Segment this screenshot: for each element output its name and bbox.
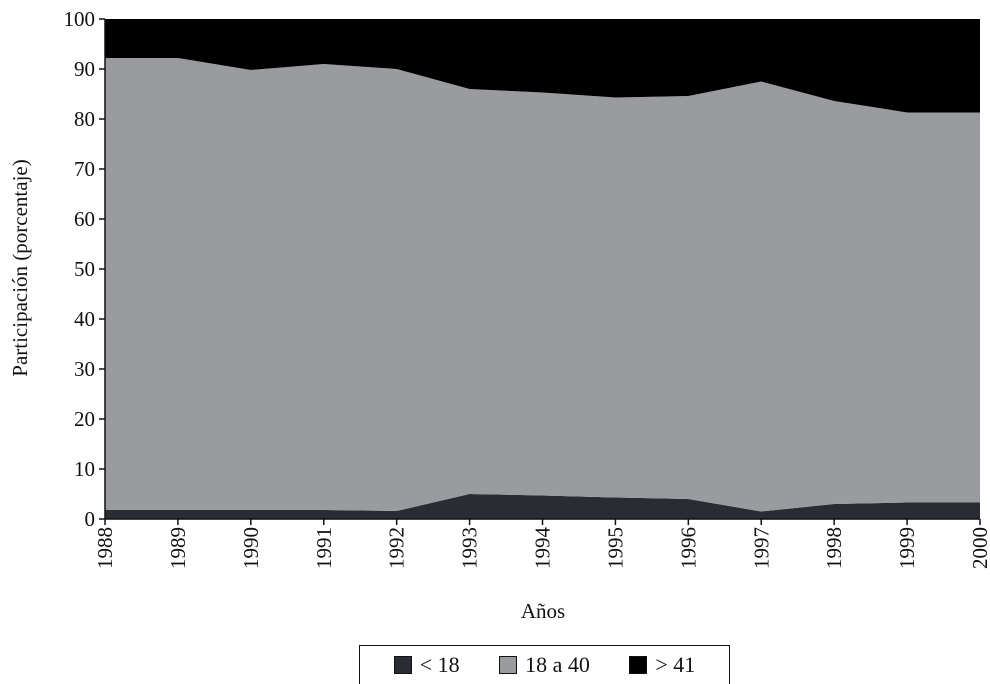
- x-tick-label: 1989: [166, 527, 190, 569]
- x-tick-label: 1995: [603, 527, 627, 569]
- x-tick-label: 1994: [531, 527, 555, 570]
- y-tick-label: 90: [74, 57, 95, 81]
- legend-swatch-over-41: [629, 656, 648, 674]
- x-tick-label: 1988: [93, 527, 117, 569]
- legend-item-over-41: > 41: [629, 652, 695, 678]
- y-tick-label: 70: [74, 157, 95, 181]
- y-tick-label: 10: [74, 457, 95, 481]
- legend-label-18-to-40: 18 a 40: [525, 652, 590, 677]
- x-tick-label: 1993: [458, 527, 482, 569]
- x-axis-label: Años: [521, 599, 565, 623]
- x-tick-label: 1991: [312, 527, 336, 569]
- area-series-1: [105, 58, 980, 512]
- y-tick-label: 100: [64, 7, 96, 31]
- y-tick-label: 30: [74, 357, 95, 381]
- y-tick-label: 0: [85, 507, 96, 531]
- x-tick-label: 1999: [895, 527, 919, 569]
- y-tick-label: 50: [74, 257, 95, 281]
- x-tick-label: 1997: [749, 527, 773, 569]
- y-tick-label: 80: [74, 107, 95, 131]
- legend-item-18-to-40: 18 a 40: [499, 652, 590, 678]
- x-tick-label: 2000: [968, 527, 990, 569]
- y-tick-label: 40: [74, 307, 95, 331]
- y-tick-label: 60: [74, 207, 95, 231]
- legend: < 18 18 a 40 > 41: [359, 645, 730, 684]
- area-series-2: [105, 19, 980, 113]
- x-tick-label: 1990: [239, 527, 263, 569]
- legend-label-over-41: > 41: [655, 652, 696, 677]
- legend-label-under-18: < 18: [419, 652, 460, 677]
- y-axis-label: Participación (porcentaje): [8, 159, 32, 376]
- x-tick-label: 1998: [822, 527, 846, 569]
- legend-swatch-18-to-40: [499, 656, 518, 674]
- x-tick-label: 1992: [385, 527, 409, 569]
- legend-item-under-18: < 18: [393, 652, 460, 678]
- y-tick-label: 20: [74, 407, 95, 431]
- x-tick-label: 1996: [676, 527, 700, 569]
- area-chart: 0 10 20 30 40 50 60 70 80 90 100 1988 1989 1990 1991 1…: [8, 7, 990, 623]
- legend-swatch-under-18: [393, 656, 412, 674]
- area-series-0: [105, 494, 980, 519]
